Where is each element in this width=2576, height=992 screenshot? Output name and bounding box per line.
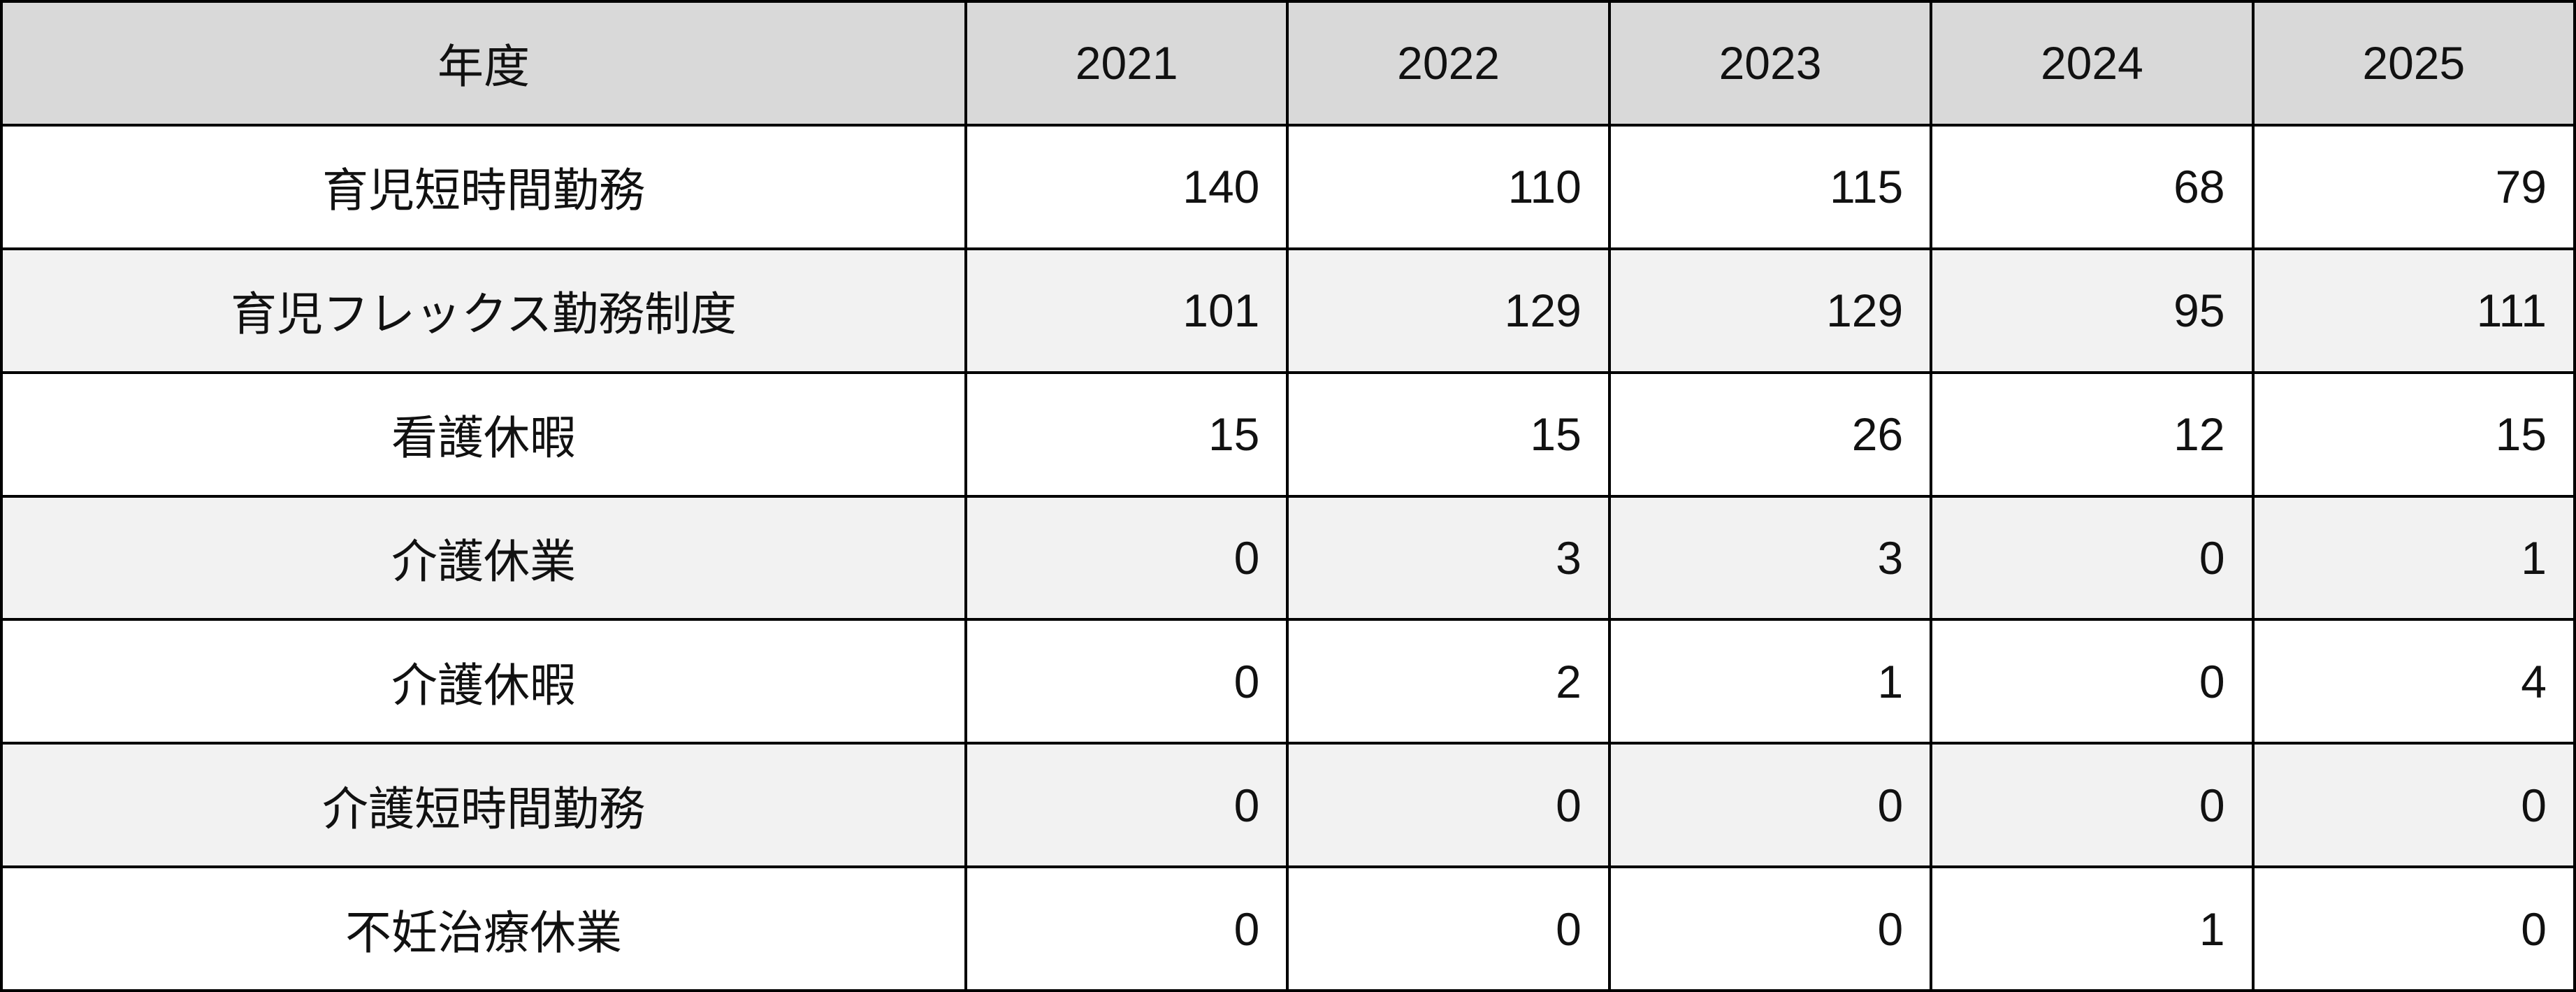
value-cell: 115 <box>1610 126 1933 250</box>
value-cell: 110 <box>1289 126 1611 250</box>
value-cell: 15 <box>2254 373 2576 498</box>
value-cell: 1 <box>1610 621 1933 745</box>
value-cell: 0 <box>967 868 1289 992</box>
value-cell: 0 <box>967 621 1289 745</box>
value-cell: 79 <box>2254 126 2576 250</box>
header-cell: 2023 <box>1610 3 1933 127</box>
value-cell: 26 <box>1610 373 1933 498</box>
row-label: 介護休暇 <box>3 621 967 745</box>
value-cell: 101 <box>967 250 1289 374</box>
value-cell: 0 <box>1289 868 1611 992</box>
header-cell: 2022 <box>1289 3 1611 127</box>
value-cell: 0 <box>1289 745 1611 869</box>
value-cell: 1 <box>2254 497 2576 621</box>
value-cell: 0 <box>1932 745 2255 869</box>
value-cell: 0 <box>1932 497 2255 621</box>
value-cell: 3 <box>1289 497 1611 621</box>
row-label: 不妊治療休業 <box>3 868 967 992</box>
value-cell: 15 <box>967 373 1289 498</box>
row-label: 介護短時間勤務 <box>3 745 967 869</box>
value-cell: 111 <box>2254 250 2576 374</box>
row-label: 育児フレックス勤務制度 <box>3 250 967 374</box>
value-cell: 15 <box>1289 373 1611 498</box>
value-cell: 2 <box>1289 621 1611 745</box>
header-cell: 2024 <box>1932 3 2255 127</box>
value-cell: 140 <box>967 126 1289 250</box>
value-cell: 0 <box>1932 621 2255 745</box>
value-cell: 0 <box>1610 868 1933 992</box>
header-cell: 2025 <box>2254 3 2576 127</box>
value-cell: 1 <box>1932 868 2255 992</box>
header-cell: 2021 <box>967 3 1289 127</box>
value-cell: 0 <box>2254 745 2576 869</box>
value-cell: 68 <box>1932 126 2255 250</box>
value-cell: 0 <box>2254 868 2576 992</box>
value-cell: 95 <box>1932 250 2255 374</box>
row-label: 介護休業 <box>3 497 967 621</box>
row-label: 看護休暇 <box>3 373 967 498</box>
value-cell: 4 <box>2254 621 2576 745</box>
value-cell: 129 <box>1289 250 1611 374</box>
row-label: 育児短時間勤務 <box>3 126 967 250</box>
value-cell: 0 <box>1610 745 1933 869</box>
value-cell: 0 <box>967 745 1289 869</box>
value-cell: 0 <box>967 497 1289 621</box>
value-cell: 3 <box>1610 497 1933 621</box>
value-cell: 129 <box>1610 250 1933 374</box>
value-cell: 12 <box>1932 373 2255 498</box>
header-cell: 年度 <box>3 3 967 127</box>
